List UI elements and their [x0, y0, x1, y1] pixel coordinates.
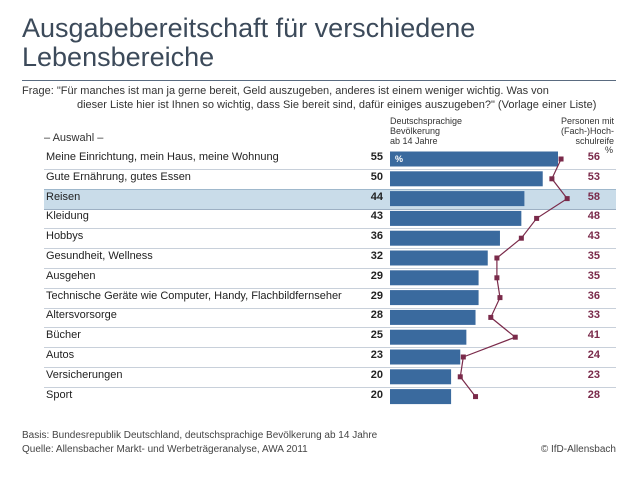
point-graduates	[460, 354, 466, 360]
bar-population	[390, 210, 522, 226]
value-graduates: 53	[587, 170, 600, 183]
row-separator	[44, 248, 616, 250]
value-population: 36	[370, 230, 383, 243]
chart-title: Ausgabebereitschaft für verschiedene Leb…	[22, 14, 622, 72]
point-graduates	[497, 295, 503, 301]
bar-population	[390, 270, 479, 286]
value-graduates: 23	[587, 368, 600, 381]
category-label: Versicherungen	[46, 368, 123, 381]
value-population: 55	[370, 151, 383, 163]
value-graduates: 24	[587, 349, 600, 361]
category-label: Autos	[46, 349, 75, 361]
point-graduates	[494, 255, 500, 261]
value-population: 29	[370, 289, 383, 302]
percent-unit: %	[605, 145, 614, 155]
bar-population	[390, 369, 452, 385]
value-graduates: 35	[587, 269, 600, 282]
value-population: 32	[370, 250, 383, 262]
point-graduates	[564, 196, 570, 202]
bar-population	[390, 309, 476, 325]
bar-population	[390, 171, 543, 187]
point-graduates	[549, 176, 555, 182]
value-population: 29	[370, 269, 383, 282]
point-graduates	[494, 275, 500, 281]
bar-population	[390, 349, 461, 365]
title-line-1: Ausgabebereitschaft für verschiedene	[22, 13, 476, 43]
header-graduates-line-3: schulreife	[575, 136, 614, 146]
row-separator	[44, 386, 616, 388]
bar-percent-label: %	[395, 154, 403, 164]
bar-population	[390, 191, 525, 207]
point-graduates	[558, 156, 564, 162]
category-label: Sport	[46, 388, 73, 401]
value-graduates: 28	[587, 388, 600, 401]
value-graduates: 56	[587, 151, 600, 163]
value-population: 28	[370, 309, 383, 322]
category-label: Technische Geräte wie Computer, Handy, F…	[46, 289, 342, 302]
value-population: 25	[370, 329, 383, 342]
bar-population	[390, 329, 467, 345]
value-population: 20	[370, 368, 383, 381]
row-separator	[44, 268, 616, 269]
header-population: Deutschsprachige Bevölkerung ab 14 Jahre	[390, 116, 500, 146]
footer-basis: Basis: Bundesrepublik Deutschland, deuts…	[22, 430, 378, 441]
row-separator	[44, 307, 616, 309]
footer-source: Quelle: Allensbacher Markt- und Werbeträ…	[22, 444, 308, 455]
header-population-line-1: Deutschsprachige	[390, 116, 463, 126]
value-population: 44	[370, 190, 383, 203]
category-label: Ausgehen	[46, 269, 96, 282]
value-graduates: 41	[587, 329, 600, 342]
category-label: Meine Einrichtung, mein Haus, meine Wohn…	[46, 151, 279, 163]
row-separator	[44, 367, 616, 368]
header-population-line-3: ab 14 Jahre	[390, 136, 438, 146]
point-graduates	[473, 394, 479, 400]
bar-population	[390, 230, 500, 246]
category-label: Altersvorsorge	[46, 309, 117, 322]
row-separator	[44, 347, 616, 349]
category-label: Hobbys	[46, 230, 84, 243]
category-label: Kleidung	[46, 210, 89, 223]
value-graduates: 35	[587, 250, 600, 262]
row-separator	[44, 327, 616, 329]
value-graduates: 43	[587, 230, 600, 243]
title-rule	[22, 80, 616, 81]
category-label: Bücher	[46, 329, 81, 342]
header-population-line-2: Bevölkerung	[390, 126, 441, 136]
header-graduates-line-1: Personen mit	[560, 116, 614, 126]
bar-population	[390, 151, 558, 167]
category-label: Reisen	[46, 190, 81, 203]
value-graduates: 36	[587, 289, 600, 302]
value-population: 23	[370, 349, 383, 361]
value-graduates: 33	[587, 309, 600, 322]
header-graduates: Personen mit (Fach-)Hoch- schulreife	[504, 116, 614, 146]
bar-population	[390, 250, 488, 266]
row-separator	[44, 228, 616, 230]
point-graduates	[534, 215, 540, 221]
value-graduates: 58	[587, 190, 600, 203]
bar-population	[390, 389, 452, 405]
question-line-1: Frage: "Für manches ist man ja gerne ber…	[22, 85, 549, 97]
row-separator	[44, 287, 616, 289]
row-separator	[44, 208, 616, 210]
value-population: 50	[370, 170, 383, 183]
title-line-2: Lebensbereiche	[22, 42, 215, 72]
selection-label: – Auswahl –	[44, 132, 104, 144]
category-label: Gesundheit, Wellness	[46, 250, 153, 262]
row-separator	[44, 169, 616, 170]
point-graduates	[488, 314, 494, 320]
survey-question: Frage: "Für manches ist man ja gerne ber…	[22, 84, 622, 112]
bar-population	[390, 290, 479, 306]
category-label: Gute Ernährung, gutes Essen	[46, 170, 191, 183]
value-population: 43	[370, 210, 383, 223]
value-population: 20	[370, 388, 383, 401]
point-graduates	[457, 374, 463, 380]
header-graduates-line-2: (Fach-)Hoch-	[560, 126, 614, 136]
point-graduates	[512, 334, 518, 340]
credit-label: © IfD-Allensbach	[540, 444, 616, 455]
question-line-2: dieser Liste hier ist Ihnen so wichtig, …	[77, 99, 597, 111]
point-graduates	[518, 235, 524, 241]
value-graduates: 48	[587, 210, 600, 223]
